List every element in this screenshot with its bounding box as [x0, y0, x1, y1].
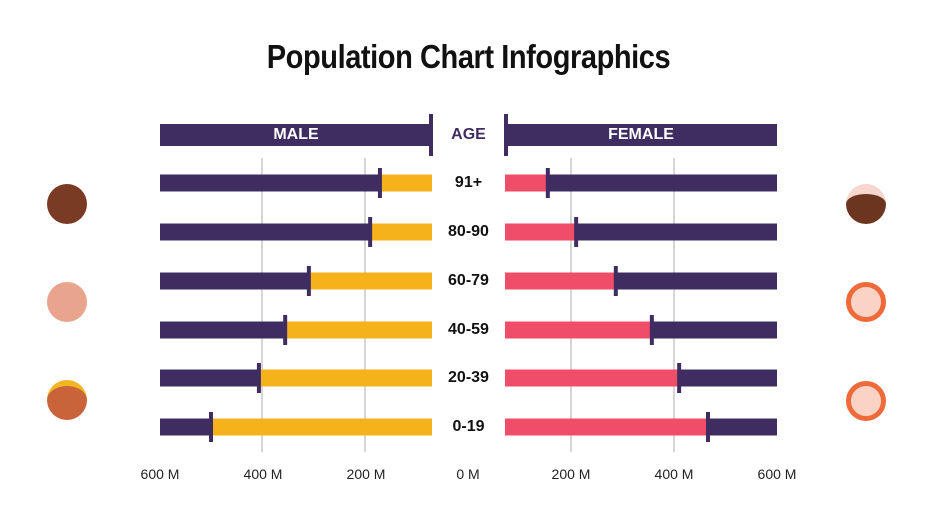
- tick-label: 200 M: [551, 466, 591, 482]
- tick-label: 400 M: [243, 466, 283, 482]
- female-track-bar: [505, 174, 777, 192]
- chart-title: Population Chart Infographics: [266, 38, 671, 75]
- female-avatar-earrings-icon: [846, 381, 886, 421]
- tick-label: 400 M: [654, 466, 694, 482]
- male-header: MALE: [160, 124, 432, 146]
- male-avatar-elderly-icon: [47, 184, 87, 224]
- age-label: 91+: [454, 174, 483, 191]
- male-avatar-bald-icon: [47, 282, 87, 322]
- female-value-bar: [505, 174, 548, 192]
- male-value-bar: [379, 174, 432, 192]
- female-value-bar: [505, 369, 680, 387]
- male-track-bar: [160, 223, 432, 241]
- male-value-bar: [285, 321, 432, 339]
- age-label: 20-39: [448, 369, 489, 386]
- tick-label: 600 M: [140, 466, 180, 482]
- tick-label: 600 M: [757, 466, 797, 482]
- age-label: 80-90: [448, 223, 489, 240]
- tick-label: 0 M: [456, 466, 480, 482]
- age-label: 40-59: [448, 321, 489, 338]
- male-value-bar: [211, 418, 432, 436]
- male-value-bar: [308, 272, 432, 290]
- male-value-bar: [258, 369, 432, 387]
- age-label: 60-79: [448, 272, 489, 289]
- female-avatar-elderly-icon: [846, 184, 886, 224]
- female-header: FEMALE: [505, 124, 777, 146]
- male-avatar-blond-icon: [47, 380, 87, 420]
- tick-label: 200 M: [346, 466, 386, 482]
- female-value-bar: [505, 321, 652, 339]
- male-value-bar: [370, 223, 432, 241]
- female-avatar-redhead-icon: [846, 282, 886, 322]
- age-label: 0-19: [452, 418, 485, 435]
- age-header: AGE: [451, 126, 486, 143]
- male-track-bar: [160, 174, 432, 192]
- female-value-bar: [505, 223, 577, 241]
- female-value-bar: [505, 418, 708, 436]
- female-value-bar: [505, 272, 616, 290]
